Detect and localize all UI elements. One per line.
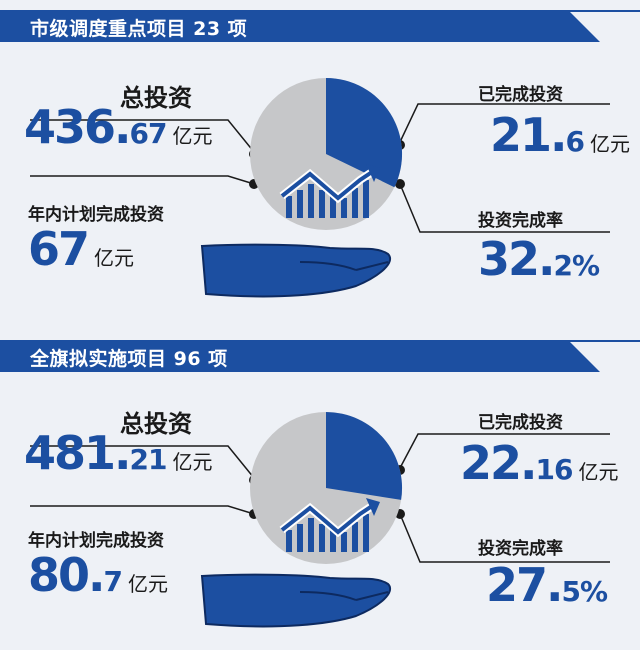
pie-chart-icon (250, 412, 403, 564)
completed-investment-label: 已完成投资 (478, 85, 563, 105)
hand-icon (200, 573, 391, 628)
investment-graphic (30, 412, 610, 628)
connector-lines (30, 103, 610, 233)
total-investment-label: 总投资 (120, 410, 192, 438)
connector-lines (30, 433, 610, 563)
panel-city-projects: 市级调度重点项目 23 项 (0, 0, 640, 320)
total-investment-value: 481.21 亿元 (24, 426, 213, 480)
pie-completed-slice (326, 77, 403, 188)
header-line (560, 10, 640, 12)
completed-investment-label: 已完成投资 (478, 413, 563, 433)
bar-trend-icon (279, 498, 380, 552)
annual-plan-value: 80.7 亿元 (28, 548, 168, 602)
completion-rate-label: 投资完成率 (478, 211, 563, 231)
panel-banner-projects: 全旗拟实施项目 96 项 (0, 330, 640, 650)
completion-rate-value: 27.5% (486, 558, 608, 612)
completion-rate-label: 投资完成率 (478, 539, 563, 559)
section-title: 全旗拟实施项目 96 项 (30, 348, 228, 370)
total-investment-label: 总投资 (120, 84, 192, 112)
section-header: 全旗拟实施项目 96 项 (0, 340, 600, 372)
investment-graphic (30, 77, 610, 298)
pie-completed-slice (326, 412, 403, 500)
annual-plan-label: 年内计划完成投资 (28, 531, 164, 551)
section-title: 市级调度重点项目 23 项 (30, 18, 248, 40)
annual-plan-label: 年内计划完成投资 (28, 205, 164, 225)
header-bar-shape (0, 10, 600, 42)
section-header: 市级调度重点项目 23 项 (0, 10, 600, 42)
annual-plan-value: 67 亿元 (28, 222, 135, 276)
completion-rate-value: 32.2% (478, 232, 600, 286)
pie-chart-icon (250, 77, 403, 230)
header-bar-shape (0, 340, 600, 372)
total-investment-value: 436.67 亿元 (24, 100, 213, 154)
bar-trend-icon (279, 164, 380, 218)
header-line (560, 340, 640, 342)
completed-investment-value: 21.6 亿元 (490, 108, 630, 162)
completed-investment-value: 22.16 亿元 (460, 436, 619, 490)
hand-icon (200, 243, 391, 298)
